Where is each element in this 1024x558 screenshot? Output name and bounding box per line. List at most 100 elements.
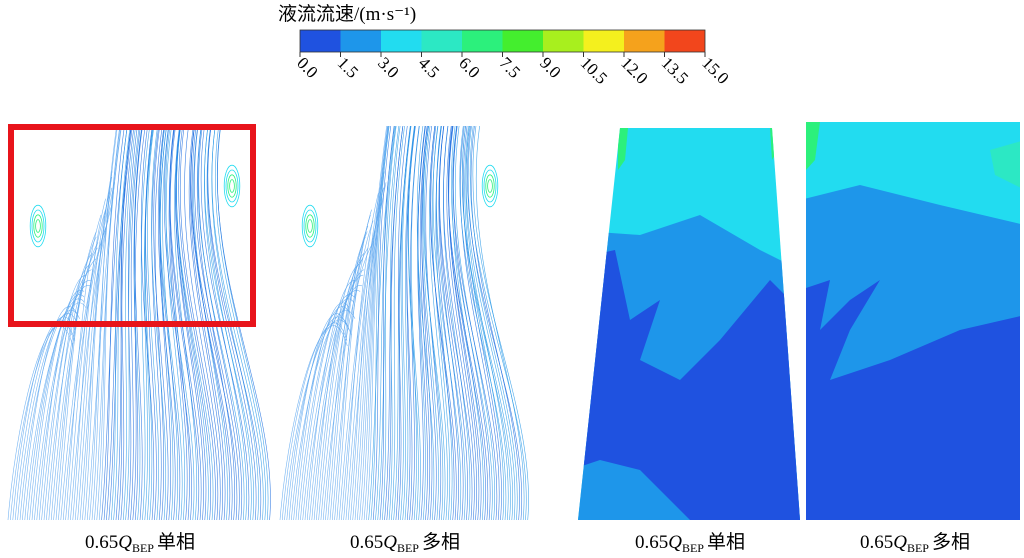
streamline <box>188 125 224 521</box>
streamline <box>151 125 162 521</box>
streamline <box>46 258 97 521</box>
streamline <box>439 125 473 521</box>
streamline <box>191 125 231 521</box>
caption-sub: BEP <box>907 541 929 555</box>
streamline <box>459 125 507 521</box>
streamline <box>429 125 457 521</box>
vortex <box>29 204 47 248</box>
streamline <box>58 231 97 521</box>
streamline <box>7 325 74 521</box>
streamline <box>366 125 389 521</box>
streamline <box>48 253 93 521</box>
streamline <box>300 294 355 521</box>
streamline <box>89 125 118 521</box>
caption-suffix: 多相 <box>932 531 970 553</box>
streamline <box>140 125 151 521</box>
streamline <box>133 125 143 521</box>
streamline <box>430 125 455 521</box>
streamline <box>363 125 389 521</box>
streamline <box>432 125 462 521</box>
streamline <box>162 125 178 521</box>
streamline <box>341 198 383 521</box>
streamline <box>281 322 348 521</box>
streamline <box>391 125 405 521</box>
streamline <box>196 125 235 521</box>
contour <box>806 122 1020 520</box>
panel-caption: 0.65QBEP 多相 <box>350 531 460 555</box>
streamline <box>465 125 516 521</box>
streamline <box>144 125 154 521</box>
colorbar-title: 液流流速/(m·s⁻¹) <box>278 3 416 25</box>
streamline <box>140 125 155 521</box>
streamline <box>143 125 154 521</box>
streamline <box>311 269 365 521</box>
streamline <box>103 125 125 521</box>
streamline <box>120 125 132 521</box>
streamline <box>447 125 489 521</box>
caption-q: Q <box>118 532 132 553</box>
streamline <box>134 125 143 521</box>
streamline <box>197 125 245 521</box>
streamline <box>91 125 117 521</box>
streamline <box>26 298 85 521</box>
streamline <box>194 125 240 521</box>
contour-region <box>578 250 800 520</box>
caption-sub: BEP <box>397 541 419 555</box>
streamline <box>279 325 348 521</box>
streamline <box>158 125 181 521</box>
streamline <box>472 125 529 521</box>
caption-suffix: 单相 <box>157 531 195 553</box>
vortex <box>301 204 319 248</box>
vortex <box>35 219 41 233</box>
streamline <box>108 125 133 521</box>
streamline <box>451 125 493 521</box>
streamline <box>356 125 388 521</box>
streamline <box>379 125 395 521</box>
caption-sub: BEP <box>682 541 704 555</box>
highlight-box <box>8 124 256 327</box>
caption-q: Q <box>893 532 907 553</box>
streamline <box>147 125 160 521</box>
tick-label: 0.0 <box>293 53 321 81</box>
panel-caption: 0.65QBEP 多相 <box>860 531 970 555</box>
streamline <box>322 242 374 521</box>
vortex <box>227 174 237 198</box>
streamline <box>313 263 360 521</box>
streamlines <box>279 125 529 521</box>
streamline <box>179 125 219 521</box>
streamline <box>388 125 401 521</box>
streamline <box>189 125 226 521</box>
streamline <box>475 125 525 521</box>
streamline <box>462 125 513 521</box>
streamlines <box>7 125 271 521</box>
streamline <box>74 193 110 521</box>
streamline <box>94 125 122 521</box>
streamline <box>288 313 347 521</box>
streamline <box>98 125 121 521</box>
vortex <box>225 169 239 203</box>
streamline <box>343 193 379 521</box>
caption-suffix: 单相 <box>707 531 745 553</box>
vortex <box>481 164 499 208</box>
streamline <box>404 125 415 521</box>
streamline <box>416 125 435 521</box>
streamline <box>350 176 383 521</box>
contour-region <box>806 122 820 170</box>
streamline <box>200 125 250 521</box>
tick-label: 15.0 <box>698 53 732 87</box>
streamline <box>422 125 446 521</box>
streamline <box>286 316 350 521</box>
streamline <box>370 125 390 521</box>
streamline <box>417 125 428 521</box>
streamline <box>320 247 369 521</box>
vortex <box>305 214 315 238</box>
streamline <box>165 125 186 521</box>
streamline <box>462 125 502 521</box>
vortex <box>229 179 235 193</box>
tick-label: 13.5 <box>658 53 692 87</box>
streamline <box>325 236 366 521</box>
caption-q: Q <box>383 532 397 553</box>
streamline <box>400 125 411 521</box>
tick-label: 7.5 <box>496 53 524 81</box>
